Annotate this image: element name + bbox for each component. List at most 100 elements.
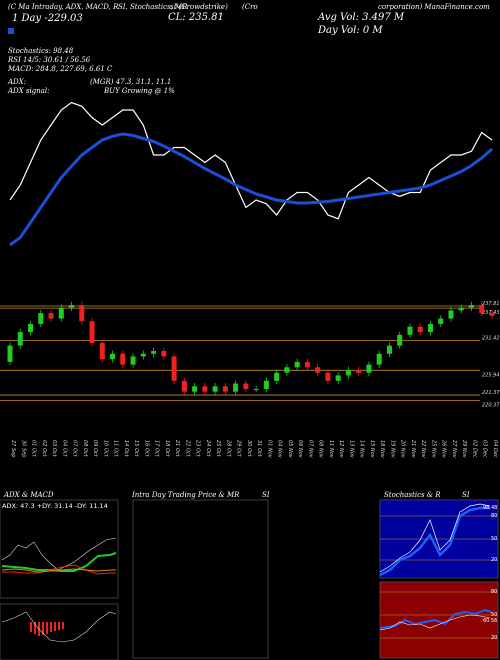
adx-label: ADX: (8, 78, 27, 86)
date-label: 25 Oct (215, 440, 221, 458)
candle-body (212, 386, 218, 392)
intraday-si-title: SI (262, 491, 270, 499)
adx-values-text: ADX: 47.3 +DY: 31.14 -DY: 11.14 (2, 502, 108, 510)
date-label: 04 Oct (61, 440, 67, 458)
date-label: 13 Nov (348, 440, 354, 459)
candle-body (7, 345, 13, 362)
candle-body (161, 351, 167, 357)
stochastics-text: Stochastics: 98.48 (8, 47, 74, 55)
date-label: 02 Dec (471, 440, 477, 458)
day-change: 1 Day -229.03 (12, 13, 83, 24)
candle-body (233, 383, 239, 392)
candle-body (417, 326, 423, 333)
candle-body (192, 386, 198, 392)
date-label: 09 Oct (92, 440, 98, 458)
header-fragment-2: SI, Stochastics, MR (118, 3, 188, 11)
date-label: 08 Nov (318, 440, 324, 459)
date-label: 11 Nov (328, 440, 334, 459)
candle-body (294, 361, 300, 368)
stoch-d-line (379, 503, 491, 573)
date-label: 18 Oct (164, 440, 170, 458)
date-label: 07 Oct (72, 440, 78, 458)
macd-panel (0, 603, 119, 660)
level-label: 237.43 (482, 310, 500, 316)
date-label: 08 Oct (82, 440, 88, 458)
rsi-label-20: 20 (491, 635, 498, 641)
date-label: 22 Nov (420, 440, 426, 459)
candle-body (325, 372, 331, 381)
date-label: 20 Nov (400, 440, 406, 459)
date-label: 15 Oct (133, 440, 139, 458)
date-label: 19 Nov (389, 440, 395, 459)
date-label: 06 Nov (297, 440, 303, 459)
candle-body (130, 356, 136, 365)
intraday-title: Intra Day Trading Price & MR (132, 491, 240, 499)
stoch-label-50: 50 (491, 536, 498, 542)
level-label: 221.37 (482, 390, 500, 396)
date-label: 21 Oct (174, 440, 180, 458)
candle-body (407, 326, 413, 335)
rsi-label-50: 50 (491, 612, 498, 618)
date-label: 14 Oct (123, 440, 129, 458)
header-fragment-4: (Cro (242, 3, 258, 11)
candle-body (274, 372, 280, 381)
date-label: 23 Oct (195, 440, 201, 458)
date-label: 14 Nov (359, 440, 365, 459)
level-label: 237.81 (482, 301, 500, 307)
candle-body (181, 380, 187, 392)
close-value: CL: 235.81 (168, 12, 224, 23)
candle-body (79, 305, 85, 322)
rsi-text: RSI 14/5: 30.61 / 56.56 (8, 56, 91, 64)
date-label: 31 Oct (256, 440, 262, 458)
candle-body (479, 305, 485, 314)
buy-signal: BUY Growing @ 1% (104, 87, 175, 95)
candle-body (243, 383, 249, 389)
candle-body (386, 345, 392, 354)
candle-body (17, 332, 23, 346)
rsi-blue-line (379, 608, 493, 629)
level-label: 231.42 (482, 336, 500, 342)
date-label: 17 Oct (154, 440, 160, 458)
avg-volume: Avg Vol: 3.497 M (318, 12, 405, 23)
date-label: 03 Oct (51, 440, 57, 458)
stoch-label-20: 20 (491, 557, 498, 563)
date-label: 27 Sep (10, 440, 16, 457)
day-volume: Day Vol: 0 M (318, 25, 383, 36)
candle-body (253, 388, 259, 390)
ma-legend-swatch (8, 28, 14, 34)
date-label: 16 Oct (143, 440, 149, 458)
date-label: 01 Oct (31, 440, 37, 458)
candle-body (120, 353, 126, 365)
stoch-k-line (379, 506, 490, 577)
candle-body (315, 367, 321, 373)
candle-body (468, 305, 474, 308)
adx-green-line (1, 552, 117, 572)
candle-body (202, 386, 208, 392)
date-label: 03 Dec (482, 440, 488, 458)
level-label: 225.94 (482, 372, 500, 378)
date-label: 05 Nov (287, 440, 293, 459)
date-label: 30 Oct (246, 440, 252, 458)
date-label: 10 Oct (102, 440, 108, 458)
candle-body (427, 323, 433, 333)
date-label: 24 Oct (205, 440, 211, 458)
date-label: 18 Nov (379, 440, 385, 459)
candle-body (28, 323, 34, 333)
stoch-si-title: SI (462, 491, 470, 499)
candle-body (140, 353, 146, 357)
stoch-label-80: 80 (491, 513, 498, 519)
mgr-values: (MGR) 47.3, 31.1, 11.1 (90, 78, 172, 86)
rsi-label-80: 80 (491, 589, 498, 595)
candle-body (304, 361, 310, 368)
candle-body (99, 342, 105, 360)
header-fragment-7: corporation) ManaFinance.com (378, 3, 490, 11)
stoch-value: 98.48 (483, 505, 498, 511)
candle-body (38, 313, 44, 324)
candle-body (335, 375, 341, 381)
price-line (9, 101, 493, 220)
adx-orange-line (1, 568, 116, 573)
candle-body (366, 364, 372, 373)
adx-panel (0, 499, 119, 599)
